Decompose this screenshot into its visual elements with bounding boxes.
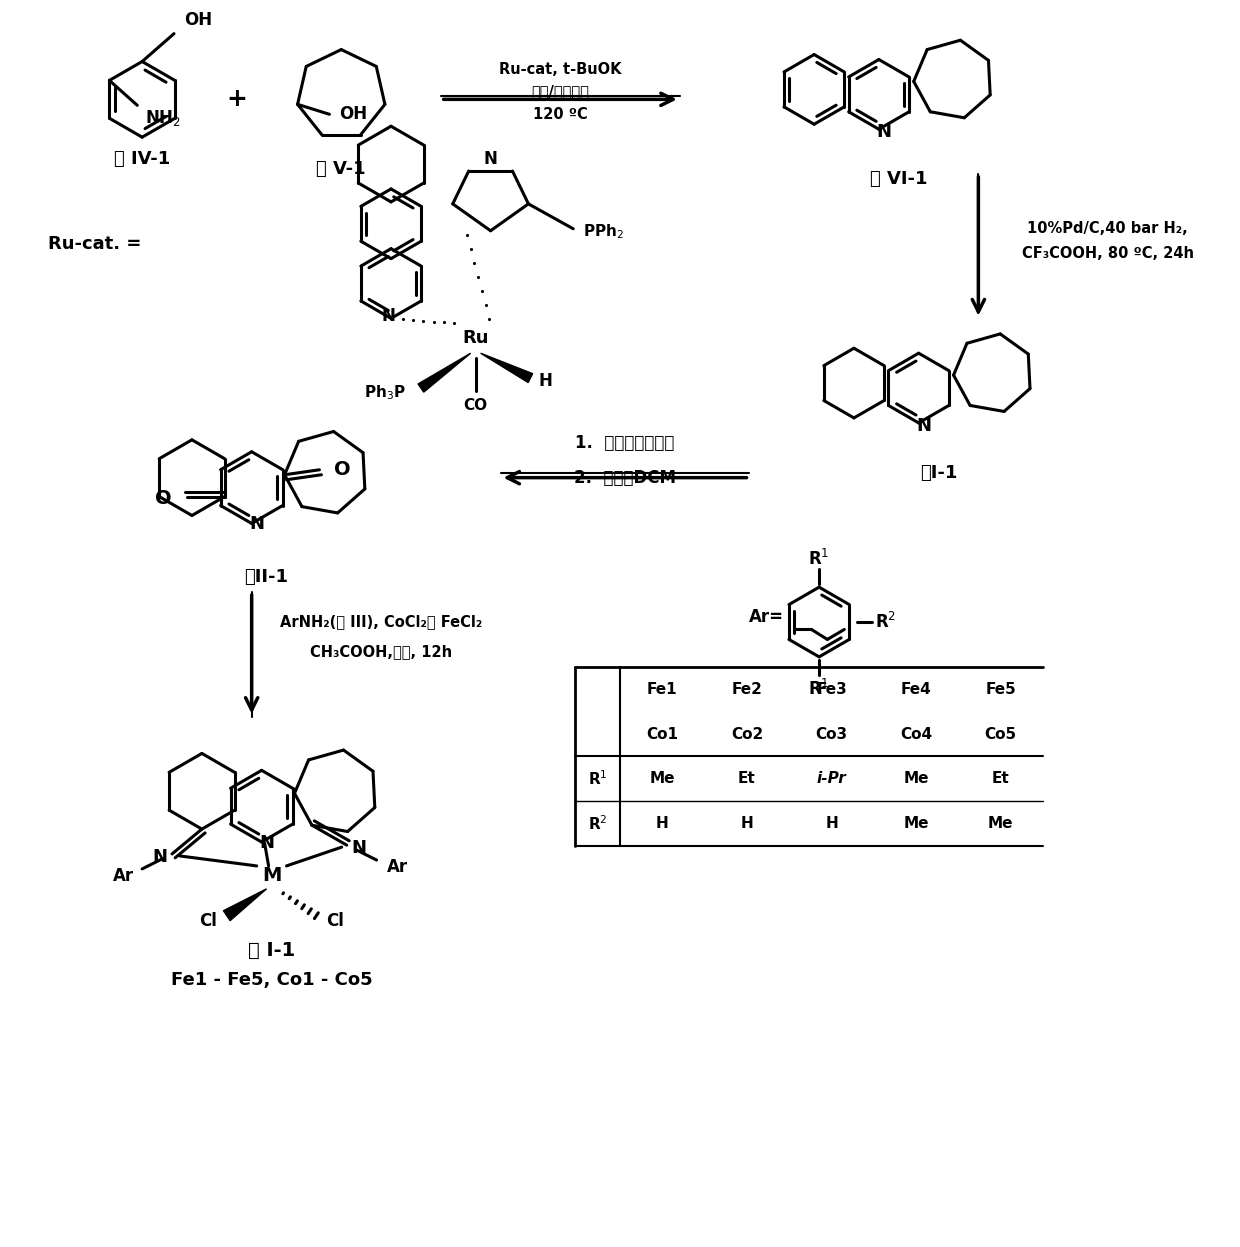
Text: Me: Me — [904, 772, 929, 787]
Text: Ph$_3$P: Ph$_3$P — [365, 384, 405, 403]
Text: 式 I-1: 式 I-1 — [248, 941, 295, 960]
Text: Me: Me — [904, 816, 929, 831]
Text: Co2: Co2 — [730, 727, 763, 742]
Text: 式Ⅰ-1: 式Ⅰ-1 — [920, 464, 957, 481]
Text: 式 VI-1: 式 VI-1 — [870, 170, 928, 188]
Text: 2.  臭氧，DCM: 2. 臭氧，DCM — [574, 469, 676, 486]
Text: Co4: Co4 — [900, 727, 932, 742]
Text: Ru-cat. =: Ru-cat. = — [47, 234, 141, 253]
Text: Fe1: Fe1 — [647, 682, 677, 697]
Text: Co3: Co3 — [816, 727, 848, 742]
Text: Fe3: Fe3 — [816, 682, 847, 697]
Text: Et: Et — [738, 772, 756, 787]
Text: CF₃COOH, 80 ºC, 24h: CF₃COOH, 80 ºC, 24h — [1022, 246, 1194, 261]
Text: Cl: Cl — [198, 912, 217, 930]
Text: OH: OH — [184, 11, 212, 29]
Text: R$^1$: R$^1$ — [808, 678, 830, 698]
Text: R$^1$: R$^1$ — [588, 769, 608, 788]
Text: O: O — [155, 489, 172, 508]
Text: Co1: Co1 — [646, 727, 678, 742]
Text: H: H — [740, 816, 754, 831]
Text: Ar=: Ar= — [749, 609, 785, 626]
Text: Ru-cat, t-BuOK: Ru-cat, t-BuOK — [498, 62, 621, 77]
Text: NH$_2$: NH$_2$ — [145, 108, 181, 128]
Text: Co5: Co5 — [985, 727, 1017, 742]
Text: Me: Me — [988, 816, 1013, 831]
Text: 120 ºC: 120 ºC — [533, 107, 588, 122]
Text: Fe2: Fe2 — [732, 682, 763, 697]
Text: Fe4: Fe4 — [900, 682, 931, 697]
Text: Ar: Ar — [113, 867, 134, 885]
Text: N: N — [916, 416, 931, 435]
Text: CO: CO — [464, 399, 487, 414]
Text: H: H — [656, 816, 668, 831]
Text: 10%Pd/C,40 bar H₂,: 10%Pd/C,40 bar H₂, — [1028, 221, 1188, 236]
Text: R$^2$: R$^2$ — [588, 814, 608, 833]
Text: PPh$_2$: PPh$_2$ — [583, 222, 624, 241]
Text: N: N — [352, 839, 367, 857]
Text: O: O — [335, 460, 351, 479]
Text: N: N — [877, 123, 892, 141]
Text: Me: Me — [650, 772, 675, 787]
Text: ArNH₂(式 III), CoCl₂或 FeCl₂: ArNH₂(式 III), CoCl₂或 FeCl₂ — [280, 615, 482, 630]
Text: Fe1 - Fe5, Co1 - Co5: Fe1 - Fe5, Co1 - Co5 — [171, 971, 372, 989]
Text: H: H — [538, 372, 552, 390]
Text: 式II-1: 式II-1 — [244, 569, 289, 586]
Text: N: N — [249, 515, 264, 534]
Polygon shape — [481, 353, 533, 383]
Text: R$^2$: R$^2$ — [875, 612, 897, 632]
Text: CH₃COOH,回流, 12h: CH₃COOH,回流, 12h — [310, 645, 453, 660]
Text: OH: OH — [340, 105, 367, 123]
Polygon shape — [418, 353, 471, 392]
Text: 式 IV-1: 式 IV-1 — [114, 150, 170, 168]
Text: Fe5: Fe5 — [986, 682, 1016, 697]
Polygon shape — [223, 889, 267, 920]
Text: 甲苯/四氢呋喃: 甲苯/四氢呋喃 — [531, 84, 589, 99]
Text: N: N — [259, 834, 274, 852]
Text: N: N — [484, 150, 497, 168]
Text: Ru: Ru — [463, 329, 489, 347]
Text: Et: Et — [992, 772, 1009, 787]
Text: M: M — [262, 867, 281, 885]
Text: N: N — [381, 307, 396, 325]
Text: 1.  苯甲醛，乙酸酐: 1. 苯甲醛，乙酸酐 — [575, 434, 675, 451]
Text: R$^1$: R$^1$ — [808, 549, 830, 570]
Text: Ar: Ar — [387, 858, 408, 875]
Text: i-Pr: i-Pr — [817, 772, 847, 787]
Text: N: N — [153, 848, 167, 865]
Text: H: H — [825, 816, 838, 831]
Text: 式 V-1: 式 V-1 — [316, 160, 366, 178]
Text: Cl: Cl — [326, 912, 345, 930]
Text: +: + — [226, 87, 247, 111]
